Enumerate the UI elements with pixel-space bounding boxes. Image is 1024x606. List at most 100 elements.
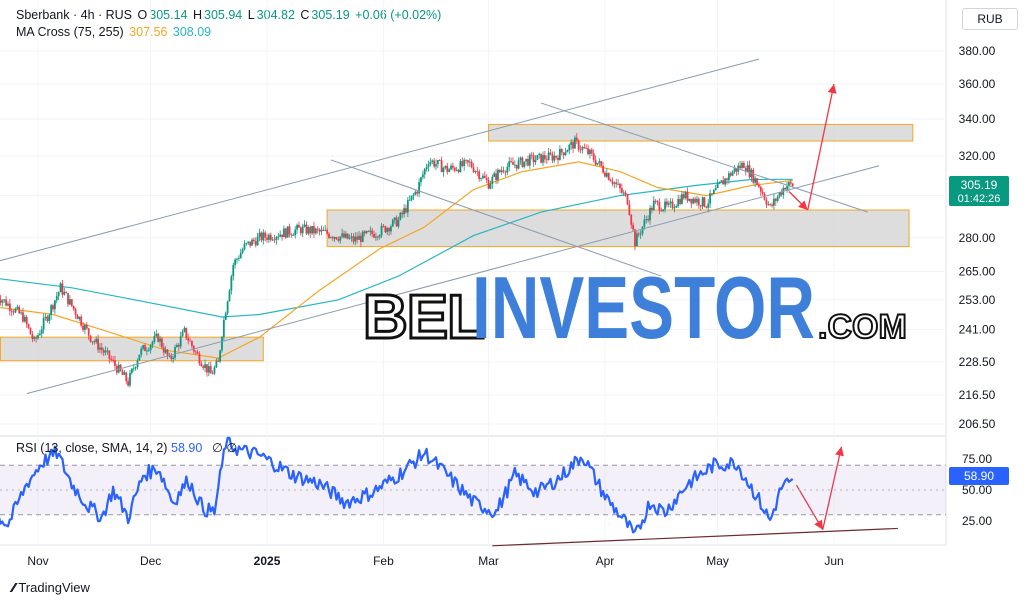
candle-body: [416, 191, 419, 194]
candle-body: [427, 164, 430, 168]
candle-body: [243, 243, 246, 250]
candle-body: [82, 325, 84, 330]
candle-body: [470, 161, 473, 168]
candle-body: [69, 299, 71, 305]
candle-body: [643, 219, 646, 227]
candle-body: [185, 327, 188, 339]
candle-body: [102, 350, 105, 353]
candle-body: [780, 192, 783, 195]
candle-body: [735, 168, 738, 172]
candle-body: [149, 345, 152, 351]
candle-body: [699, 205, 702, 207]
trend-line: [0, 58, 760, 262]
candle-body: [587, 148, 589, 155]
candle-body: [519, 157, 522, 161]
candle-body: [53, 300, 56, 310]
candle-body: [100, 347, 103, 351]
price-tick-label: 206.50: [959, 417, 996, 431]
candle-body: [0, 299, 2, 303]
candle-body: [712, 190, 715, 194]
candle-body: [299, 227, 302, 234]
candle-body: [438, 160, 441, 161]
candle-body: [119, 364, 122, 371]
symbol-label: Sberbank · 4h · RUS: [16, 8, 133, 22]
candle-body: [352, 236, 355, 242]
candle-body: [269, 234, 272, 240]
candle-body: [239, 252, 242, 259]
candle-body: [705, 206, 708, 208]
candle-body: [530, 154, 533, 156]
candle-body: [134, 367, 137, 369]
candle-body: [266, 237, 268, 240]
candle-body: [667, 203, 670, 205]
candle-body: [538, 153, 541, 156]
candle-body: [684, 191, 687, 199]
candle-body: [654, 200, 657, 202]
candle-body: [144, 345, 146, 352]
candle-body: [241, 249, 244, 253]
candle-body: [510, 161, 512, 163]
candle-body: [358, 235, 360, 240]
forecast-arrow: [822, 446, 843, 530]
candle-body: [217, 361, 220, 362]
candle-body: [504, 171, 507, 173]
candle-body: [425, 167, 428, 169]
candle-body: [371, 230, 374, 235]
candle-body: [166, 349, 169, 356]
price-tick-label: 253.00: [959, 293, 996, 307]
candle-body: [528, 154, 531, 166]
rsi-value: 58.90: [171, 441, 202, 455]
rsi-tick-label: 25.00: [962, 514, 992, 528]
tradingview-logo[interactable]: ⁄⁄ TradingView: [12, 580, 90, 595]
candle-body: [559, 148, 561, 161]
candle-body: [634, 229, 636, 247]
candle-body: [108, 350, 111, 359]
candle-body: [194, 351, 197, 353]
candle-body: [703, 197, 706, 207]
candle-body: [585, 148, 588, 149]
candle-body: [277, 236, 280, 238]
candle-body: [461, 161, 464, 167]
candle-body: [322, 229, 325, 231]
candle-body: [435, 164, 437, 167]
candle-body: [714, 188, 717, 191]
candle-body: [613, 182, 616, 184]
candle-body: [112, 359, 114, 361]
candle-body: [609, 179, 612, 182]
time-tick-label: Mar: [478, 554, 499, 568]
candle-body: [313, 226, 315, 234]
candle-body: [159, 338, 161, 342]
candle-body: [761, 191, 764, 194]
candle-body: [196, 352, 199, 354]
candle-body: [145, 350, 148, 352]
candle-body: [431, 160, 434, 162]
candle-body: [114, 360, 116, 366]
candle-body: [754, 178, 757, 183]
candle-body: [615, 182, 618, 185]
candle-body: [37, 335, 39, 339]
candle-body: [607, 173, 610, 180]
candle-body: [153, 336, 156, 342]
candle-body: [776, 196, 779, 201]
candle-body: [55, 296, 58, 301]
candle-body: [774, 198, 777, 201]
candle-body: [602, 165, 604, 173]
candle-body: [436, 160, 439, 165]
candle-body: [236, 258, 238, 260]
candle-body: [27, 324, 30, 328]
candle-body: [478, 171, 481, 179]
candle-body: [209, 366, 212, 374]
time-tick-label: Nov: [27, 554, 48, 568]
ma-label: MA Cross (75, 255): [16, 25, 124, 39]
candle-body: [138, 354, 141, 361]
candle-body: [162, 347, 165, 353]
candle-body: [125, 372, 128, 382]
candle-body: [440, 160, 443, 173]
candle-body: [367, 230, 370, 232]
candle-body: [789, 182, 792, 184]
candle-body: [275, 236, 278, 241]
currency-button[interactable]: RUB: [962, 8, 1018, 30]
candle-body: [57, 292, 60, 297]
candle-body: [673, 207, 676, 209]
